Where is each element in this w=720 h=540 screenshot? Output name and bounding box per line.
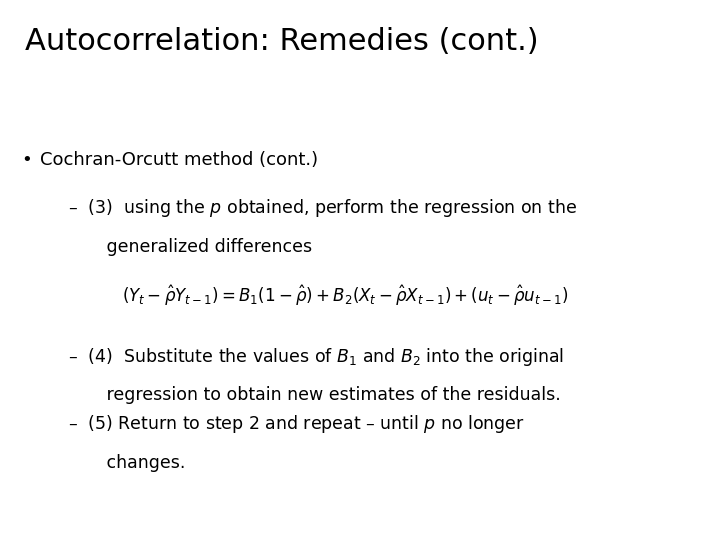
Text: –  (3)  using the $p$ obtained, perform the regression on the: – (3) using the $p$ obtained, perform th… — [68, 197, 577, 219]
Text: Cochran-Orcutt method (cont.): Cochran-Orcutt method (cont.) — [40, 151, 318, 169]
Text: –  (4)  Substitute the values of $B_1$ and $B_2$ into the original: – (4) Substitute the values of $B_1$ and… — [68, 346, 564, 368]
Text: $(Y_t - \hat{\rho}Y_{t-1}) = B_1(1-\hat{\rho}) + B_2(X_t - \hat{\rho}X_{t-1}) + : $(Y_t - \hat{\rho}Y_{t-1}) = B_1(1-\hat{… — [122, 284, 569, 308]
Text: •: • — [22, 151, 32, 169]
Text: –  (5) Return to step 2 and repeat – until $p$ no longer: – (5) Return to step 2 and repeat – unti… — [68, 413, 526, 435]
Text: generalized differences: generalized differences — [68, 238, 312, 255]
Text: Autocorrelation: Remedies (cont.): Autocorrelation: Remedies (cont.) — [25, 27, 539, 56]
Text: regression to obtain new estimates of the residuals.: regression to obtain new estimates of th… — [68, 386, 561, 404]
Text: changes.: changes. — [68, 454, 186, 471]
